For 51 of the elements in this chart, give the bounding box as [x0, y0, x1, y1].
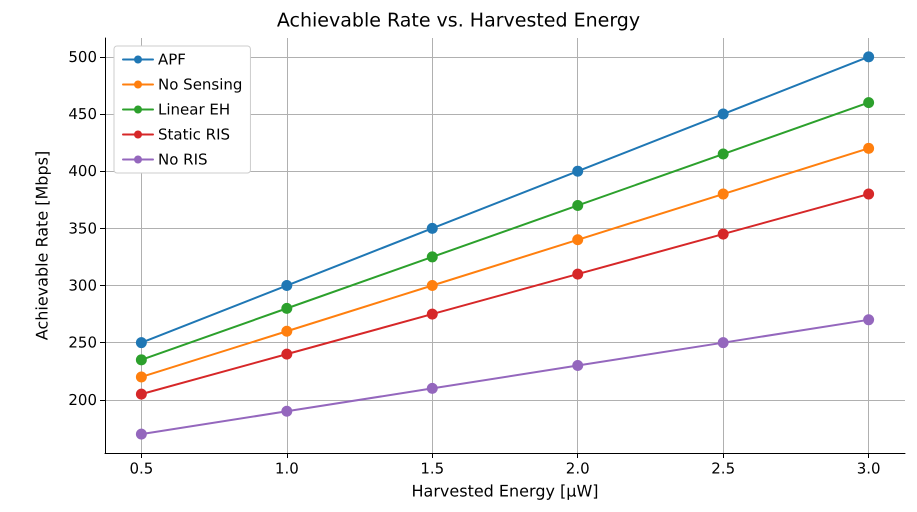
point: [863, 188, 874, 200]
point: [136, 371, 147, 382]
point: [718, 148, 729, 160]
x-tick-label: 3.0: [856, 460, 881, 478]
point: [863, 97, 874, 108]
point: [572, 166, 584, 177]
point: [426, 251, 438, 262]
x-tick-label: 2.0: [566, 460, 590, 478]
point: [281, 326, 292, 337]
y-tick-label: 500: [68, 48, 97, 66]
point: [718, 228, 729, 240]
legend-label: Static RIS: [158, 126, 230, 144]
point: [136, 428, 147, 440]
y-tick-label: 400: [68, 162, 97, 180]
y-tick-label: 350: [68, 219, 97, 238]
legend-label: No Sensing: [158, 76, 242, 94]
point: [426, 222, 438, 234]
point: [426, 280, 438, 292]
y-tick-label: 450: [68, 105, 97, 124]
point: [863, 314, 874, 326]
legend-label: Linear EH: [158, 100, 230, 118]
point: [136, 388, 147, 400]
y-tick-label: 200: [68, 390, 97, 409]
x-tick-label: 1.0: [274, 460, 299, 478]
point: [281, 302, 292, 314]
point: [572, 200, 584, 211]
point: [718, 188, 729, 200]
point: [136, 354, 147, 366]
point: [426, 308, 438, 320]
x-tick-label: 1.5: [420, 460, 444, 478]
x-axis-title: Harvested Energy [μW]: [411, 482, 599, 500]
point: [281, 348, 292, 360]
point: [572, 234, 584, 246]
chart-title: Achievable Rate vs. Harvested Energy: [276, 10, 640, 32]
x-tick-label: 0.5: [129, 460, 154, 478]
point: [718, 108, 729, 120]
point: [281, 406, 292, 417]
point: [572, 268, 584, 280]
point: [572, 360, 584, 372]
point: [863, 51, 874, 62]
point: [863, 142, 874, 154]
point: [426, 382, 438, 394]
legend-label: APF: [158, 50, 186, 68]
point: [136, 337, 147, 348]
x-tick-label: 2.5: [711, 460, 736, 478]
legend-label: No RIS: [158, 150, 208, 168]
y-tick-label: 250: [68, 334, 97, 352]
y-axis-title: Achievable Rate [Mbps]: [32, 150, 52, 340]
point: [718, 337, 729, 348]
point: [281, 280, 292, 292]
y-tick-label: 300: [68, 276, 97, 295]
